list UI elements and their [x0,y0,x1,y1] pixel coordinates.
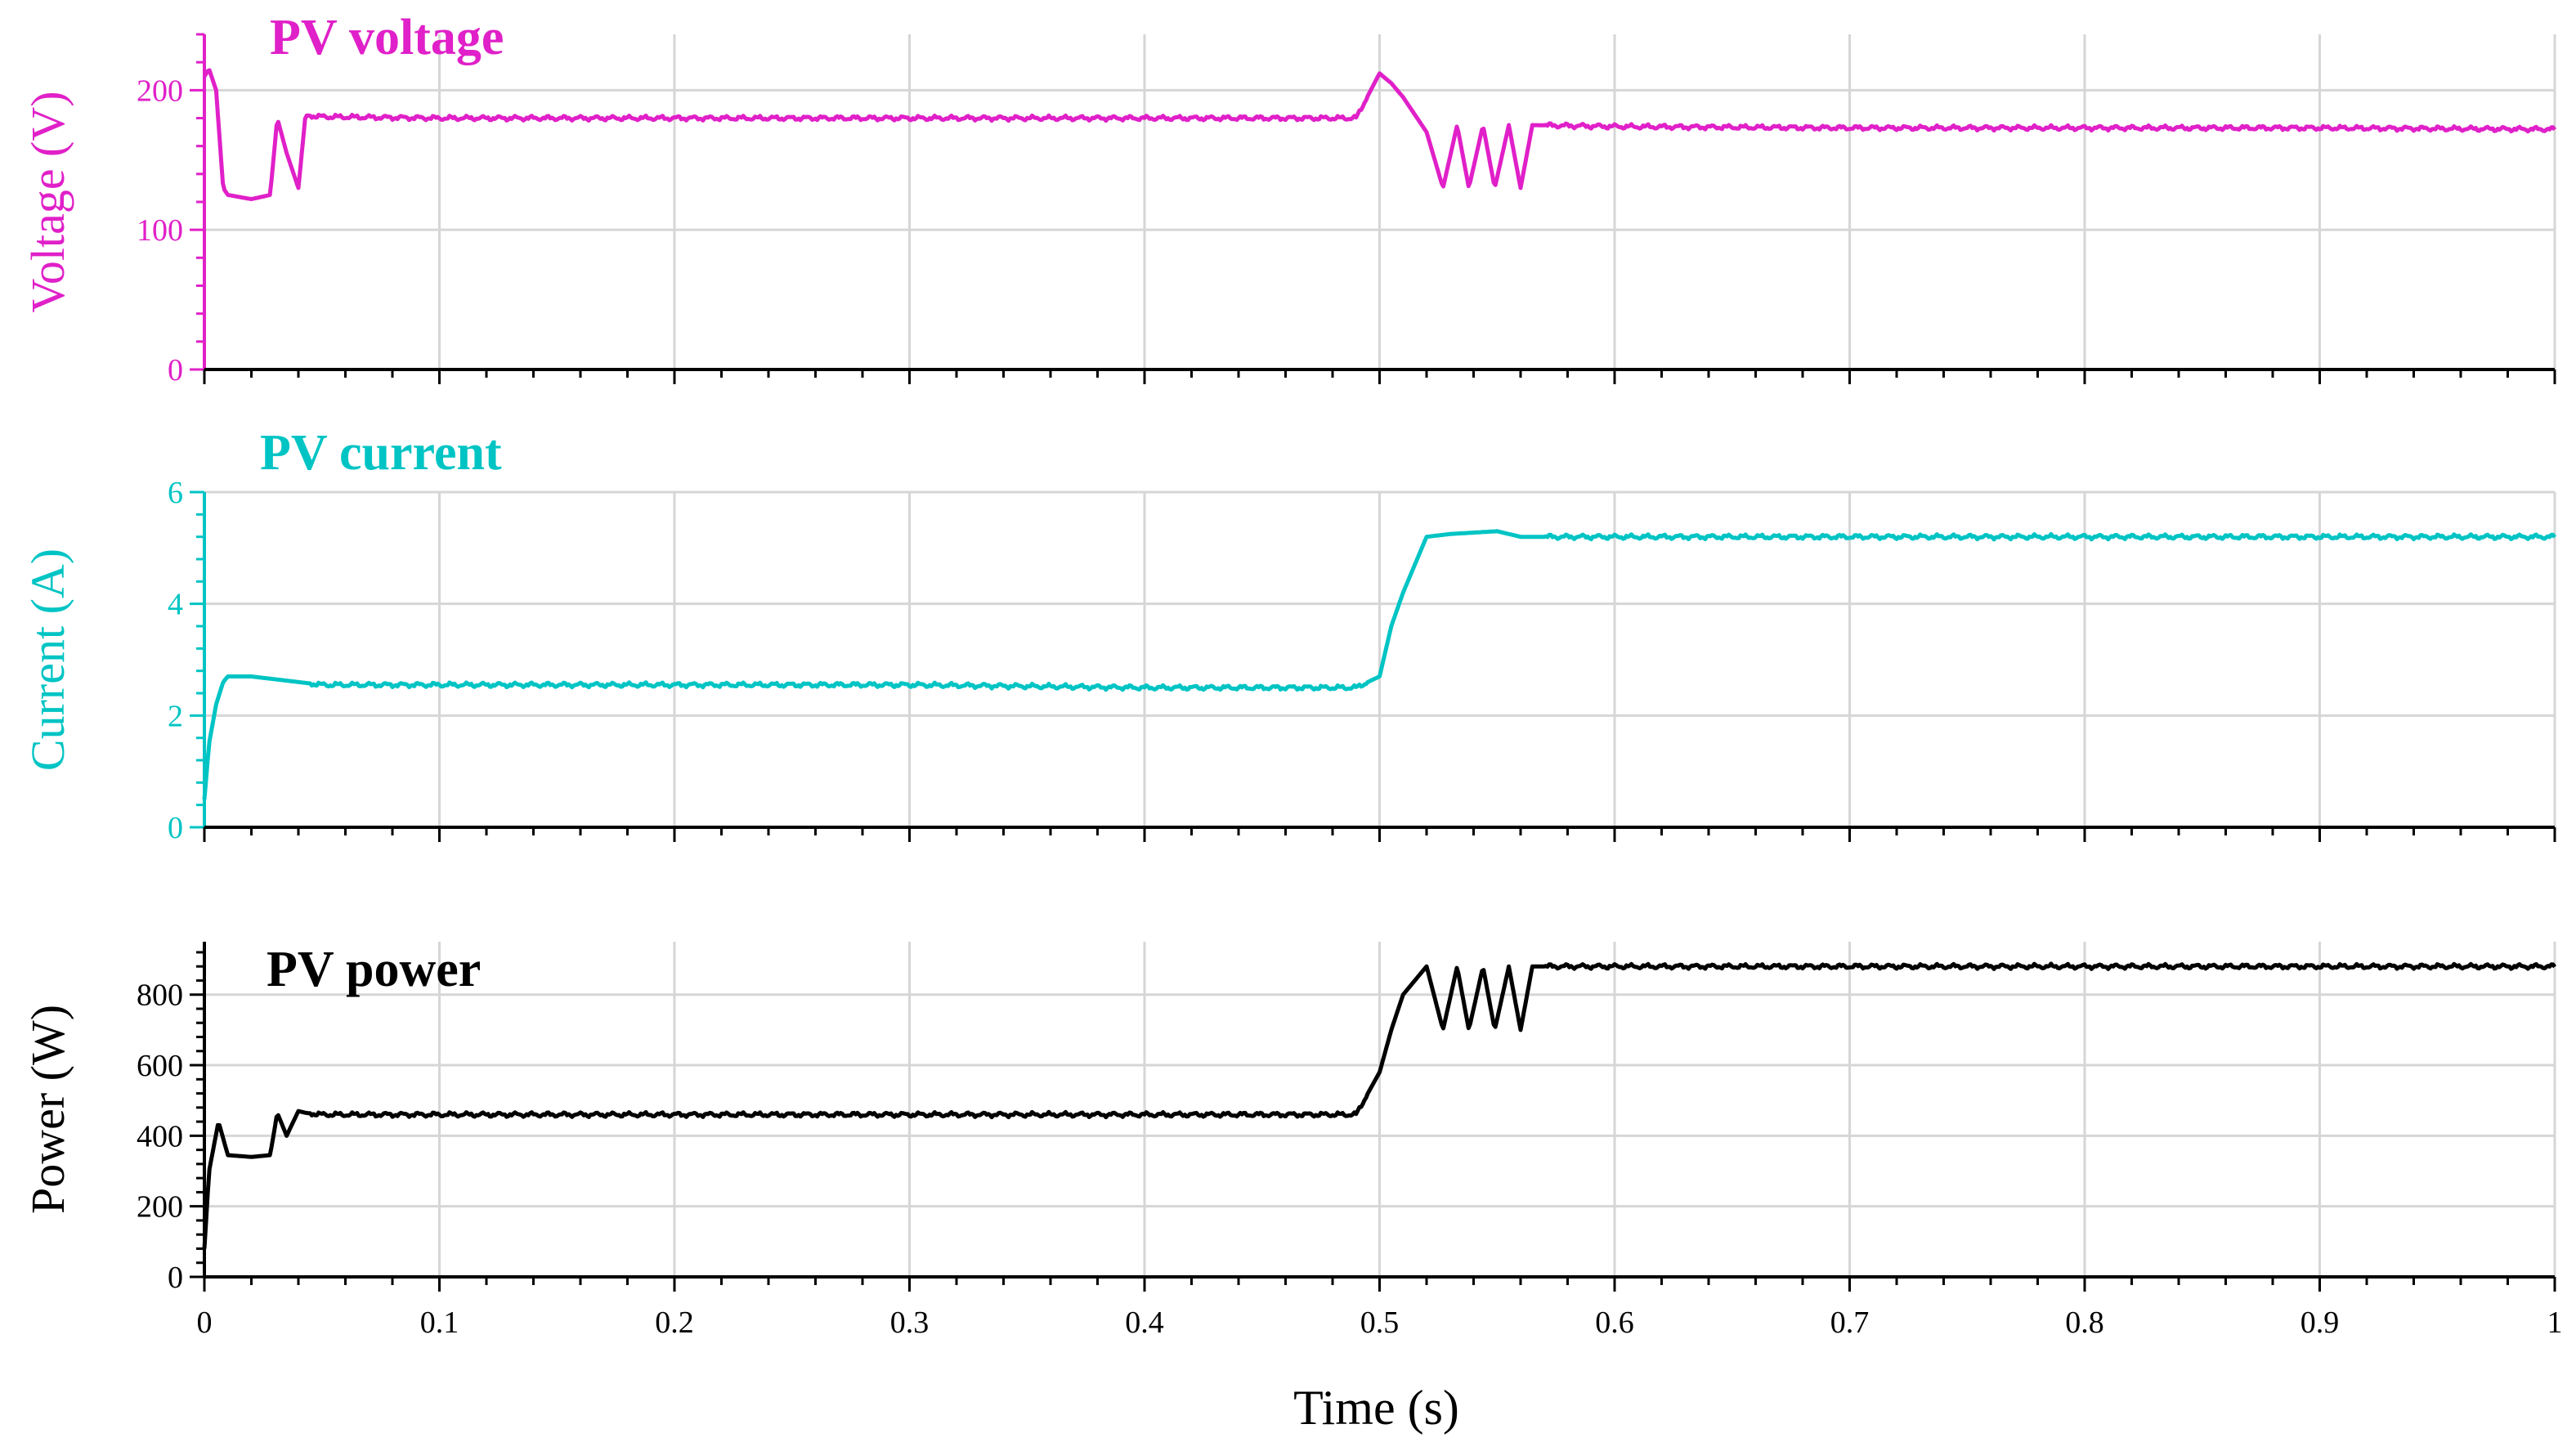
x-tick-label: 0.2 [655,1305,694,1340]
y-tick-label: 800 [137,979,183,1013]
y-tick-label: 400 [137,1119,183,1153]
panel-2: 0 2 4 6 Current (A) PV current [21,425,2557,845]
x-tick-label: 0.8 [2065,1305,2104,1340]
y-tick-label: 600 [137,1049,183,1083]
y-tick-label: 200 [137,1190,183,1225]
series-line [202,961,2556,1249]
y-tick-label: 2 [168,699,183,733]
y-tick-label: 100 [137,213,183,248]
series-line [202,529,2557,800]
y-tick-label: 0 [168,353,183,387]
y-axis-label: Current (A) [21,549,74,771]
y-tick-label: 4 [168,588,183,622]
x-tick-label: 0.6 [1595,1305,1634,1340]
y-tick-label: 0 [168,811,183,845]
y-axis-label: Power (W) [21,1005,74,1214]
y-tick-label: 200 [137,74,183,108]
x-tick-label: 0.9 [2300,1305,2340,1340]
panel-title: PV power [267,942,481,997]
x-tick-label: 0.1 [420,1305,459,1340]
x-tick-label: 0.7 [1830,1305,1870,1340]
x-axis-label: Time (s) [1293,1381,1459,1435]
y-tick-label: 0 [168,1261,183,1295]
x-tick-label: 0.5 [1360,1305,1400,1340]
panel-title: PV voltage [270,10,504,65]
x-tick-label: 0.3 [890,1305,930,1340]
panel-title: PV current [260,425,502,481]
series-line [202,68,2557,202]
x-tick-label: 1 [2547,1305,2563,1340]
panel-1: 0 100 200 Voltage (V) PV voltage [21,10,2557,387]
panel-3: 0 200 400 600 800 0 0.1 0.2 0.3 0.4 0.5 0.6 0.7 0.8 0.… [21,942,2563,1435]
y-tick-label: 6 [168,476,183,510]
x-tick-label: 0 [197,1305,213,1340]
y-axis-label: Voltage (V) [21,91,74,312]
x-tick-label: 0.4 [1125,1305,1164,1340]
